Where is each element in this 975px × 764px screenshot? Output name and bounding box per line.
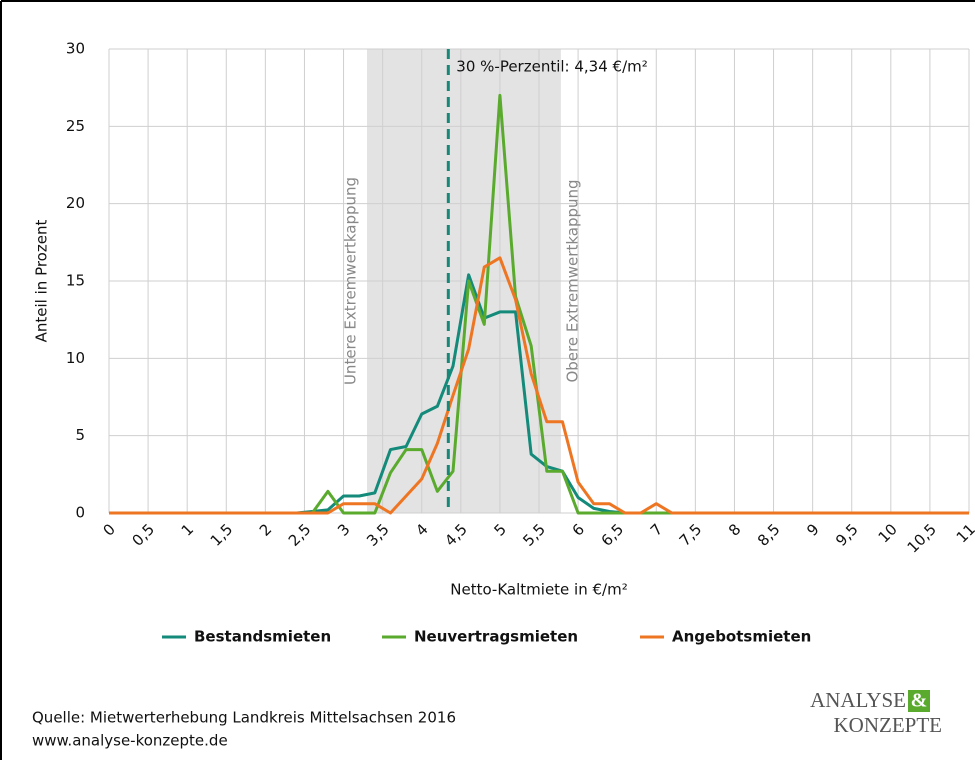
y-tick-label: 20 (66, 194, 85, 212)
logo-box (908, 690, 930, 712)
y-tick-label: 25 (66, 117, 85, 135)
band-label: Obere Extremwertkappung (563, 179, 581, 382)
legend-label: Angebotsmieten (672, 628, 811, 646)
logo: & (911, 690, 928, 712)
y-tick-label: 10 (66, 349, 85, 367)
y-axis-label: Anteil in Prozent (33, 220, 51, 343)
y-tick-label: 30 (66, 40, 85, 58)
legend-label: Neuvertragsmieten (414, 628, 578, 646)
logo: ANALYSE (810, 688, 906, 712)
band-label: Untere Extremwertkappung (342, 177, 360, 385)
x-tick-label: 11 (953, 520, 975, 546)
y-tick-label: 15 (66, 272, 85, 290)
y-tick-label: 0 (75, 504, 85, 522)
x-axis-label: Netto-Kaltmiete in €/m² (450, 581, 627, 599)
url: www.analyse-konzepte.de (32, 732, 228, 750)
series-line (109, 256, 969, 515)
y-tick-label: 5 (75, 426, 85, 444)
logo: KONZEPTE (834, 713, 943, 737)
percentile-label: 30 %-Perzentil: 4,34 €/m² (456, 58, 647, 76)
legend-label: Bestandsmieten (194, 628, 331, 646)
source: Quelle: Mietwerterhebung Landkreis Mitte… (32, 709, 456, 727)
